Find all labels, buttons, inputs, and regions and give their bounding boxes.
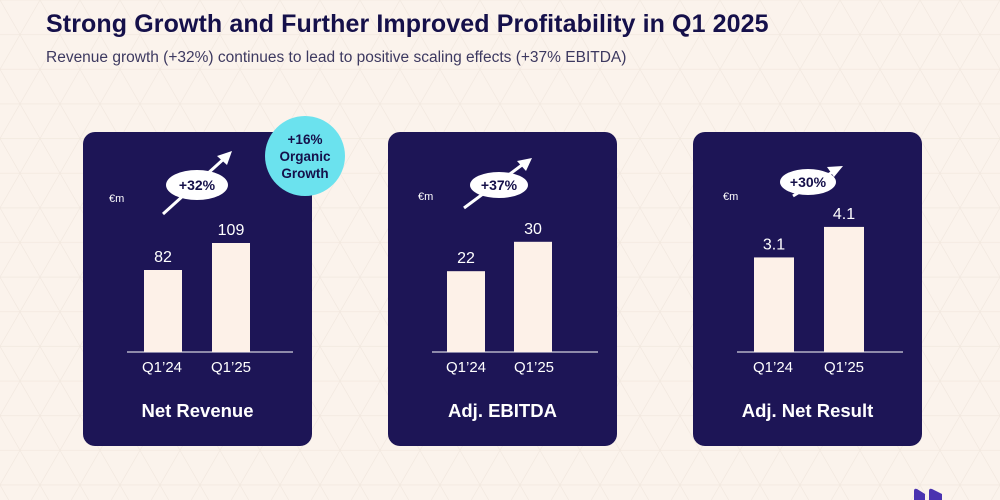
- net-revenue-card: €m +32% 82 109 Q1’24 Q1’25 Net Revenue: [83, 132, 312, 446]
- bar-q1-24: [447, 271, 485, 352]
- value-label-q1-24: 3.1: [763, 236, 785, 253]
- category-label-q1-25: Q1’25: [824, 359, 864, 376]
- growth-indicator: +37%: [463, 158, 532, 210]
- category-label-q1-24: Q1’24: [446, 359, 486, 376]
- unit-label: €m: [418, 191, 433, 203]
- value-label-q1-24: 22: [457, 250, 475, 267]
- bar-q1-25: [212, 243, 250, 352]
- category-label-q1-25: Q1’25: [211, 359, 251, 376]
- adj-net-result-chart: €m +30% 3.1 4.1 Q1’24 Q1’25: [723, 166, 903, 376]
- bar-q1-25: [824, 226, 864, 352]
- badge-value: +16%: [287, 131, 323, 147]
- unit-label: €m: [723, 191, 738, 203]
- arrow-head-icon: [827, 166, 843, 177]
- arrow-head-icon: [517, 158, 532, 171]
- page-title: Strong Growth and Further Improved Profi…: [46, 10, 769, 38]
- category-label-q1-24: Q1’24: [142, 359, 182, 376]
- bar-q1-25: [514, 241, 552, 352]
- value-label-q1-25: 4.1: [833, 206, 855, 223]
- badge-label-line2: Growth: [281, 165, 329, 181]
- adj-ebitda-chart: €m +37% 22 30 Q1’24 Q1’25: [418, 158, 598, 376]
- value-label-q1-25: 30: [524, 221, 542, 238]
- growth-label: +30%: [790, 174, 827, 190]
- growth-indicator: +32%: [161, 151, 232, 216]
- growth-indicator: +30%: [780, 166, 843, 198]
- bar-q1-24: [144, 270, 182, 352]
- page-subtitle: Revenue growth (+32%) continues to lead …: [46, 49, 627, 66]
- brand-logo-icon: [914, 488, 942, 500]
- growth-label: +37%: [481, 177, 518, 193]
- card-title: Adj. EBITDA: [448, 400, 557, 421]
- net-revenue-chart: €m +32% 82 109 Q1’24 Q1’25: [109, 151, 293, 376]
- value-label-q1-24: 82: [154, 249, 172, 266]
- adj-net-result-card: €m +30% 3.1 4.1 Q1’24 Q1’25 Adj. Net Res…: [693, 132, 922, 446]
- arrow-head-icon: [217, 151, 232, 165]
- adj-ebitda-card: €m +37% 22 30 Q1’24 Q1’25 Adj. EBITDA: [388, 132, 617, 446]
- category-label-q1-25: Q1’25: [514, 359, 554, 376]
- growth-label: +32%: [179, 177, 216, 193]
- category-label-q1-24: Q1’24: [753, 359, 793, 376]
- card-title: Net Revenue: [141, 400, 254, 421]
- growth-oval: [780, 169, 836, 195]
- bar-q1-24: [754, 257, 794, 352]
- badge-label-line1: Organic: [279, 148, 331, 164]
- growth-oval: [470, 172, 528, 198]
- organic-growth-badge: +16% Organic Growth: [265, 116, 345, 196]
- growth-oval: [166, 170, 228, 200]
- value-label-q1-25: 109: [218, 222, 245, 239]
- card-title: Adj. Net Result: [741, 400, 874, 421]
- unit-label: €m: [109, 193, 124, 205]
